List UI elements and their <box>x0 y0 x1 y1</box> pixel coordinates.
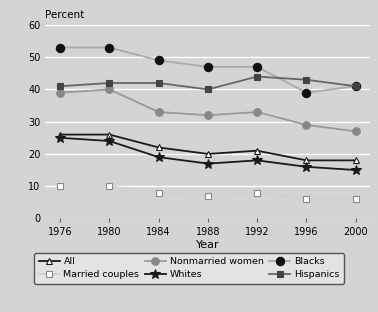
Text: Percent: Percent <box>45 10 85 20</box>
X-axis label: Year: Year <box>196 240 220 250</box>
Legend: All, Married couples, Nonmarried women, Whites, Blacks, Hispanics: All, Married couples, Nonmarried women, … <box>34 253 344 284</box>
